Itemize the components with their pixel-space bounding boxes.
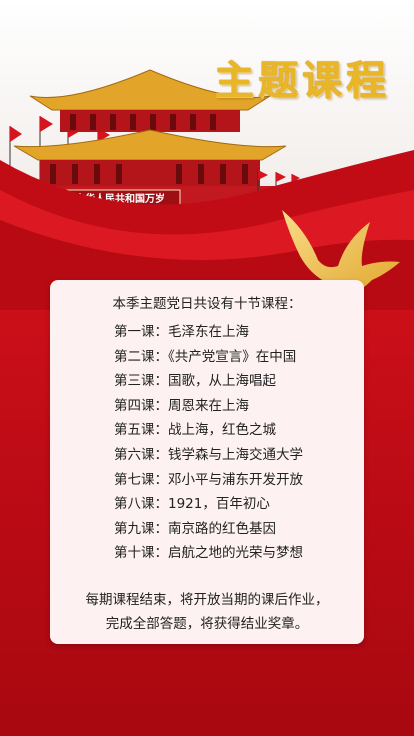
lesson-item: 第一课：毛泽东在上海 — [114, 324, 249, 340]
lesson-item: 第五课：战上海，红色之城 — [114, 422, 276, 439]
lesson-item: 第八课：1921，百年初心 — [114, 496, 270, 513]
note-line-1: 每期课程结束，将开放当期的课后作业， — [85, 592, 329, 608]
lesson-item: 第九课：南京路的红色基因 — [114, 520, 276, 537]
note-line-2: 完成全部答题，将获得结业奖章。 — [105, 616, 309, 632]
lesson-item: 第六课：钱学森与上海交通大学 — [114, 446, 303, 463]
lesson-item: 第二课：《共产党宣言》在中国 — [114, 348, 297, 365]
lesson-item: 第三课：国歌，从上海唱起 — [114, 373, 276, 390]
course-card: 本季主题党日共设有十节课程： 第一课：毛泽东在上海 第二课：《共产党宣言》在中国… — [50, 280, 364, 644]
course-intro: 本季主题党日共设有十节课程： — [112, 296, 302, 312]
course-note: 每期课程结束，将开放当期的课后作业， 完成全部答题，将获得结业奖章。 — [50, 588, 364, 636]
lesson-item: 第四课：周恩来在上海 — [114, 397, 249, 414]
lesson-item: 第七课：邓小平与浦东开发开放 — [114, 471, 303, 488]
page-title: 主题课程 — [214, 58, 390, 104]
dove-icon — [282, 210, 400, 302]
lesson-item: 第十课：启航之地的光荣与梦想 — [114, 545, 303, 562]
lesson-list: 第一课：毛泽东在上海 第二课：《共产党宣言》在中国 第三课：国歌，从上海唱起 第… — [114, 320, 303, 566]
